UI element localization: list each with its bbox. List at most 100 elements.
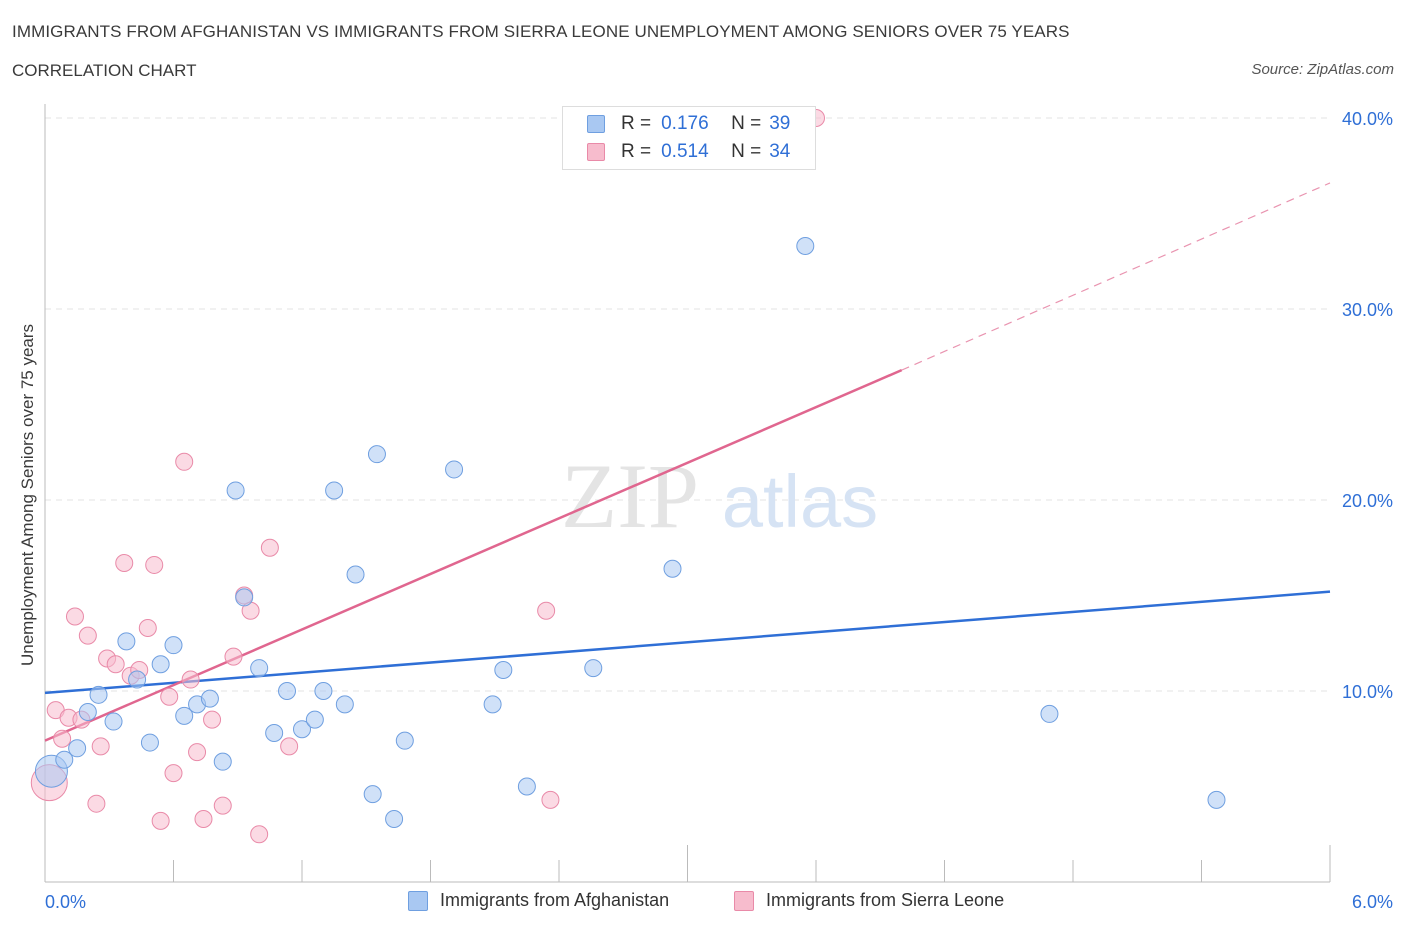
legend-r-label: R =: [621, 113, 652, 134]
sierra-leone-point: [160, 687, 179, 706]
afghanistan-point: [325, 481, 344, 500]
sierra-leone-point: [541, 790, 560, 809]
afghanistan-point: [278, 682, 297, 700]
watermark-atlas: atlas: [722, 460, 878, 543]
tick-labels: 10.0% 20.0% 30.0% 40.0% 0.0% 6.0%: [45, 109, 1393, 912]
sierra-leone-point: [280, 737, 299, 756]
sierra-leone-point: [65, 607, 84, 626]
legend-r-value-sierra-leone: 0.514: [661, 141, 709, 162]
afghanistan-point: [151, 655, 170, 674]
sierra-leone-point: [53, 729, 72, 748]
afghanistan-point: [68, 739, 87, 758]
afghanistan-point: [213, 752, 232, 771]
afghanistan-point: [346, 565, 365, 584]
bottom-legend-swatch-afghanistan: [408, 890, 428, 911]
afghanistan-point: [796, 236, 815, 255]
afghanistan-point: [200, 689, 219, 708]
afghanistan-point: [265, 724, 284, 743]
sierra-leone-point: [87, 794, 106, 813]
bottom-legend-label-afghanistan: Immigrants from Afghanistan: [440, 890, 670, 910]
sierra-leone-point: [188, 743, 207, 762]
watermark-zip: ZIP: [561, 445, 699, 547]
sierra-leone-trendline: [44, 368, 903, 742]
sierra-leone-point: [181, 670, 200, 689]
bottom-legend-swatch-sierra-leone: [734, 890, 754, 911]
afghanistan-point: [104, 712, 123, 731]
y-tick-label: 20.0%: [1342, 491, 1393, 511]
afghanistan-point: [55, 750, 74, 769]
gridlines: [45, 117, 1330, 692]
afghanistan-point: [250, 659, 269, 678]
sierra-leone-point: [115, 554, 134, 573]
sierra-leone-point: [175, 452, 194, 471]
legend-row-sierra-leone: R = 0.514 N = 34: [587, 141, 790, 163]
legend-n-value-sierra-leone: 34: [769, 141, 791, 162]
afghanistan-point: [385, 809, 404, 828]
sierra-leone-point: [260, 538, 279, 557]
afghanistan-point: [445, 460, 464, 479]
sierra-leone-point: [203, 710, 222, 729]
afghanistan-point: [235, 588, 254, 607]
afghanistan-point: [663, 559, 682, 578]
afghanistan-point: [128, 670, 147, 689]
afghanistan-point: [1040, 704, 1059, 723]
afghanistan-point: [363, 785, 382, 804]
afghanistan-point: [395, 731, 414, 750]
afghanistan-point: [367, 445, 386, 464]
sierra-leone-point: [78, 626, 97, 645]
sierra-leone-point: [145, 555, 164, 574]
afghanistan-point: [335, 695, 354, 714]
afghanistan-point: [517, 777, 536, 796]
sierra-leone-point: [151, 811, 170, 830]
chart-subtitle: CORRELATION CHART: [12, 61, 197, 80]
legend-n-label: N =: [731, 113, 762, 134]
sierra-leone-point: [250, 825, 269, 844]
y-tick-label: 30.0%: [1342, 300, 1393, 320]
afghanistan-point: [314, 682, 333, 700]
chart-title: IMMIGRANTS FROM AFGHANISTAN VS IMMIGRANT…: [12, 22, 1070, 41]
afghanistan-point: [293, 720, 311, 739]
legend-row-afghanistan: R = 0.176 N = 39: [587, 113, 790, 135]
legend-n-value-afghanistan: 39: [769, 113, 791, 134]
x-tick-label-max: 6.0%: [1352, 892, 1393, 912]
watermark: ZIP atlas: [561, 445, 878, 547]
sierra-leone-point: [224, 647, 243, 666]
afghanistan-point: [78, 703, 97, 722]
sierra-leone-point: [138, 618, 157, 637]
afghanistan-point: [140, 733, 159, 752]
x-tick-label-min: 0.0%: [45, 892, 86, 912]
y-tick-label: 10.0%: [1342, 682, 1393, 702]
afghanistan-point: [89, 685, 108, 704]
legend-r-label: R =: [621, 141, 652, 162]
afghanistan-point: [226, 481, 245, 500]
afghanistan-trendline: [44, 590, 1331, 695]
legend-swatch-sierra-leone: [587, 143, 605, 161]
afghanistan-point: [175, 706, 194, 725]
legend-n-label: N =: [731, 141, 762, 162]
legend-r-value-afghanistan: 0.176: [661, 113, 709, 134]
source-credit: Source: ZipAtlas.com: [1251, 61, 1394, 78]
y-tick-label: 40.0%: [1342, 109, 1393, 129]
sierra-leone-point: [106, 655, 125, 674]
sierra-leone-point: [164, 764, 183, 783]
afghanistan-point: [584, 659, 603, 678]
bottom-legend-label-sierra-leone: Immigrants from Sierra Leone: [766, 890, 1005, 910]
afghanistan-point: [1207, 790, 1226, 809]
sierra-leone-trendline-extension: [901, 182, 1331, 371]
sierra-leone-point: [194, 809, 213, 828]
afghanistan-point: [164, 636, 183, 655]
afghanistan-point: [483, 695, 502, 714]
bottom-legend-afghanistan: Immigrants from Afghanistan: [408, 890, 669, 911]
data-points: [30, 109, 1226, 844]
bottom-legend-sierra-leone: Immigrants from Sierra Leone: [734, 890, 1004, 911]
afghanistan-point: [305, 710, 324, 729]
sierra-leone-point: [91, 737, 110, 756]
stats-legend: R = 0.176 N = 39 R = 0.514 N = 34: [562, 106, 816, 170]
afghanistan-point: [494, 660, 513, 679]
afghanistan-point: [117, 632, 136, 651]
legend-swatch-afghanistan: [587, 115, 605, 133]
sierra-leone-point: [213, 796, 232, 815]
axes: [44, 104, 1331, 883]
sierra-leone-point: [537, 601, 556, 620]
